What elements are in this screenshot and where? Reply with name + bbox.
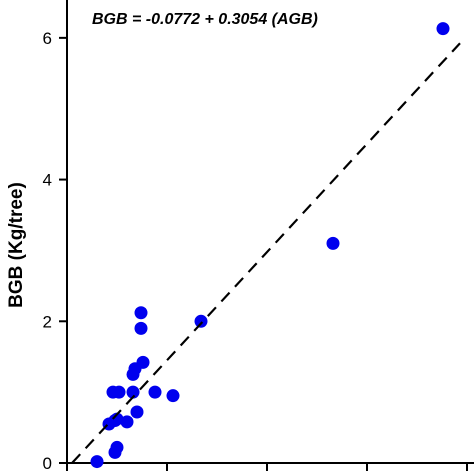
- y-axis-label: BGB (Kg/tree): [6, 182, 27, 308]
- data-point: [166, 389, 180, 403]
- data-point: [194, 314, 208, 328]
- regression-line-path: [71, 42, 461, 464]
- data-point: [110, 440, 124, 454]
- y-tick-label: 4: [43, 171, 52, 190]
- data-points: [90, 22, 450, 469]
- data-point: [90, 455, 104, 469]
- data-point: [134, 321, 148, 335]
- data-point: [126, 385, 140, 399]
- data-point: [130, 405, 144, 419]
- data-point: [326, 236, 340, 250]
- data-point: [112, 385, 126, 399]
- regression-equation: BGB = -0.0772 + 0.3054 (AGB): [92, 11, 318, 28]
- ticks: 0 2 4 6: [43, 29, 468, 473]
- data-point: [148, 385, 162, 399]
- data-point: [436, 22, 450, 36]
- data-point: [136, 355, 150, 369]
- regression-line: [71, 42, 461, 464]
- data-point: [120, 415, 134, 429]
- data-point: [110, 412, 124, 426]
- y-tick-label: 2: [43, 312, 52, 331]
- data-point: [134, 306, 148, 320]
- y-tick-label: 0: [43, 454, 52, 473]
- axes: [66, 0, 474, 464]
- y-tick-label: 6: [43, 29, 52, 48]
